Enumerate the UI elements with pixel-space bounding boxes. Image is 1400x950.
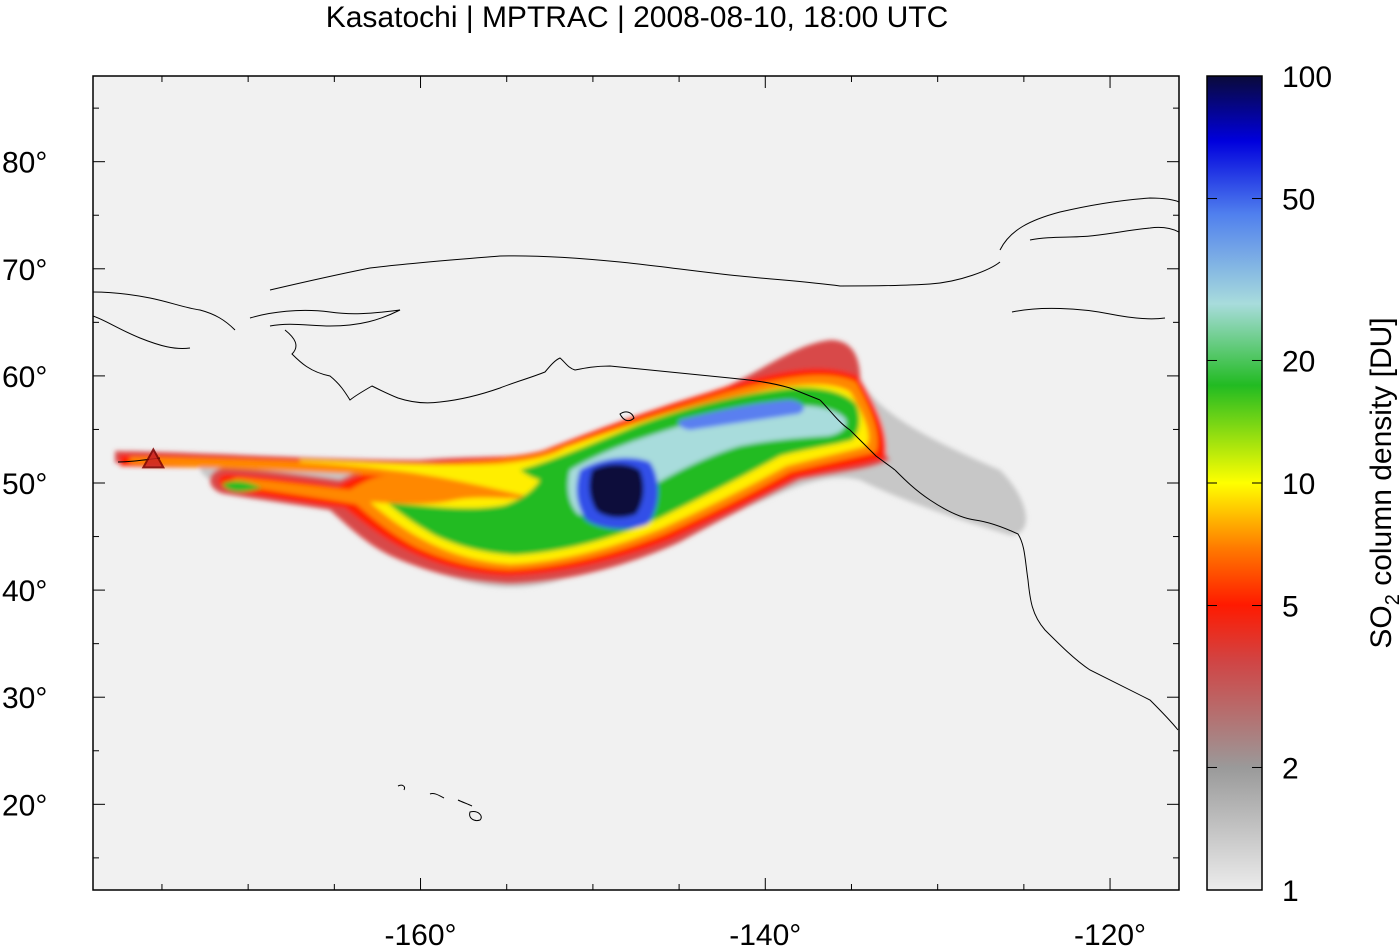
y-tick-label: 50° (2, 468, 47, 501)
y-tick-labels: 20° 30° 40° 50° 60° 70° 80° (2, 147, 47, 823)
coastline-banks-island (1029, 227, 1179, 241)
coastlines (93, 197, 1179, 821)
colorbar-tick-labels: 1 2 5 10 20 50 100 (1282, 61, 1332, 908)
colorbar-label: SO2 column density [DU] (1365, 317, 1400, 648)
coastline-arctic-islands (999, 197, 1179, 251)
coastline-alaska-peninsula (439, 357, 731, 403)
coastline-bc (894, 469, 1179, 731)
coastline-kodiak (619, 411, 635, 422)
coastline-alaska-north (269, 255, 1001, 291)
x-tick-labels: -160° -140° -120° (385, 919, 1147, 950)
coastline-panhandle (819, 399, 896, 471)
y-tick-label: 70° (2, 254, 47, 287)
y-tick-marks (93, 107, 1179, 859)
coastline-victoria-island (1011, 307, 1166, 320)
colorbar-tick-marks (1207, 75, 1262, 891)
so2-plume (115, 340, 1027, 588)
colorbar-tick-label: 5 (1282, 591, 1299, 624)
y-tick-label: 80° (2, 147, 47, 180)
colorbar-tick-label: 50 (1282, 184, 1315, 217)
chart-title: Kasatochi | MPTRAC | 2008-08-10, 18:00 U… (326, 1, 949, 34)
colorbar-tick-label: 10 (1282, 468, 1315, 501)
y-tick-label: 30° (2, 682, 47, 715)
colorbar-tick-label: 2 (1282, 752, 1299, 785)
y-tick-label: 40° (2, 575, 47, 608)
coastline-seward (249, 309, 401, 327)
y-tick-label: 20° (2, 789, 47, 822)
plume-green-west (222, 481, 262, 492)
plume-dark-core (589, 464, 644, 518)
map-content (93, 197, 1179, 821)
coastline-alaska-west (284, 329, 441, 404)
x-tick-label: -160° (385, 919, 457, 950)
coastline-chukotka-south (93, 315, 191, 349)
x-tick-marks (161, 76, 1111, 890)
x-tick-label: -120° (1074, 919, 1146, 950)
plume-blue-streak (678, 400, 804, 430)
y-tick-label: 60° (2, 361, 47, 394)
coastline-gulf-alaska (729, 377, 821, 401)
volcano-marker (141, 447, 166, 469)
colorbar-tick-label: 20 (1282, 345, 1315, 378)
x-tick-label: -140° (729, 919, 801, 950)
colorbar-tick-label: 100 (1282, 61, 1332, 94)
coastline-chukotka (93, 291, 236, 331)
colorbar-tick-label: 1 (1282, 875, 1299, 908)
coastline-hawaii (397, 784, 482, 821)
